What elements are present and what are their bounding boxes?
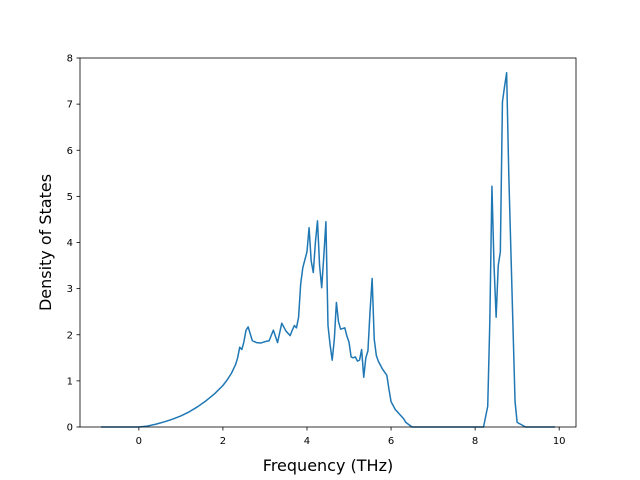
x-tick-label: 8 [472,436,478,447]
y-tick-label: 6 [67,146,73,157]
x-tick-label: 0 [136,436,142,447]
x-tick-label: 4 [304,436,310,447]
series-layer [101,72,555,428]
y-axis-label: Density of States [36,174,55,311]
x-tick-label: 6 [388,436,394,447]
y-tick-label: 1 [67,376,73,387]
x-axis-ticks: 0 2 4 6 8 10 [136,427,566,447]
y-tick-label: 4 [67,238,73,249]
y-tick-label: 8 [67,54,73,65]
y-tick-label: 0 [67,423,73,434]
series-line-0 [101,72,555,428]
x-tick-label: 2 [220,436,226,447]
y-tick-label: 5 [67,192,73,203]
x-axis-label: Frequency (THz) [263,456,393,475]
y-tick-label: 7 [67,100,73,111]
plot-frame [79,57,577,428]
y-tick-label: 3 [67,284,73,295]
y-tick-label: 2 [67,330,73,341]
x-tick-label: 10 [553,436,566,447]
y-axis-ticks: 0 1 2 3 4 5 6 7 8 [67,54,80,434]
